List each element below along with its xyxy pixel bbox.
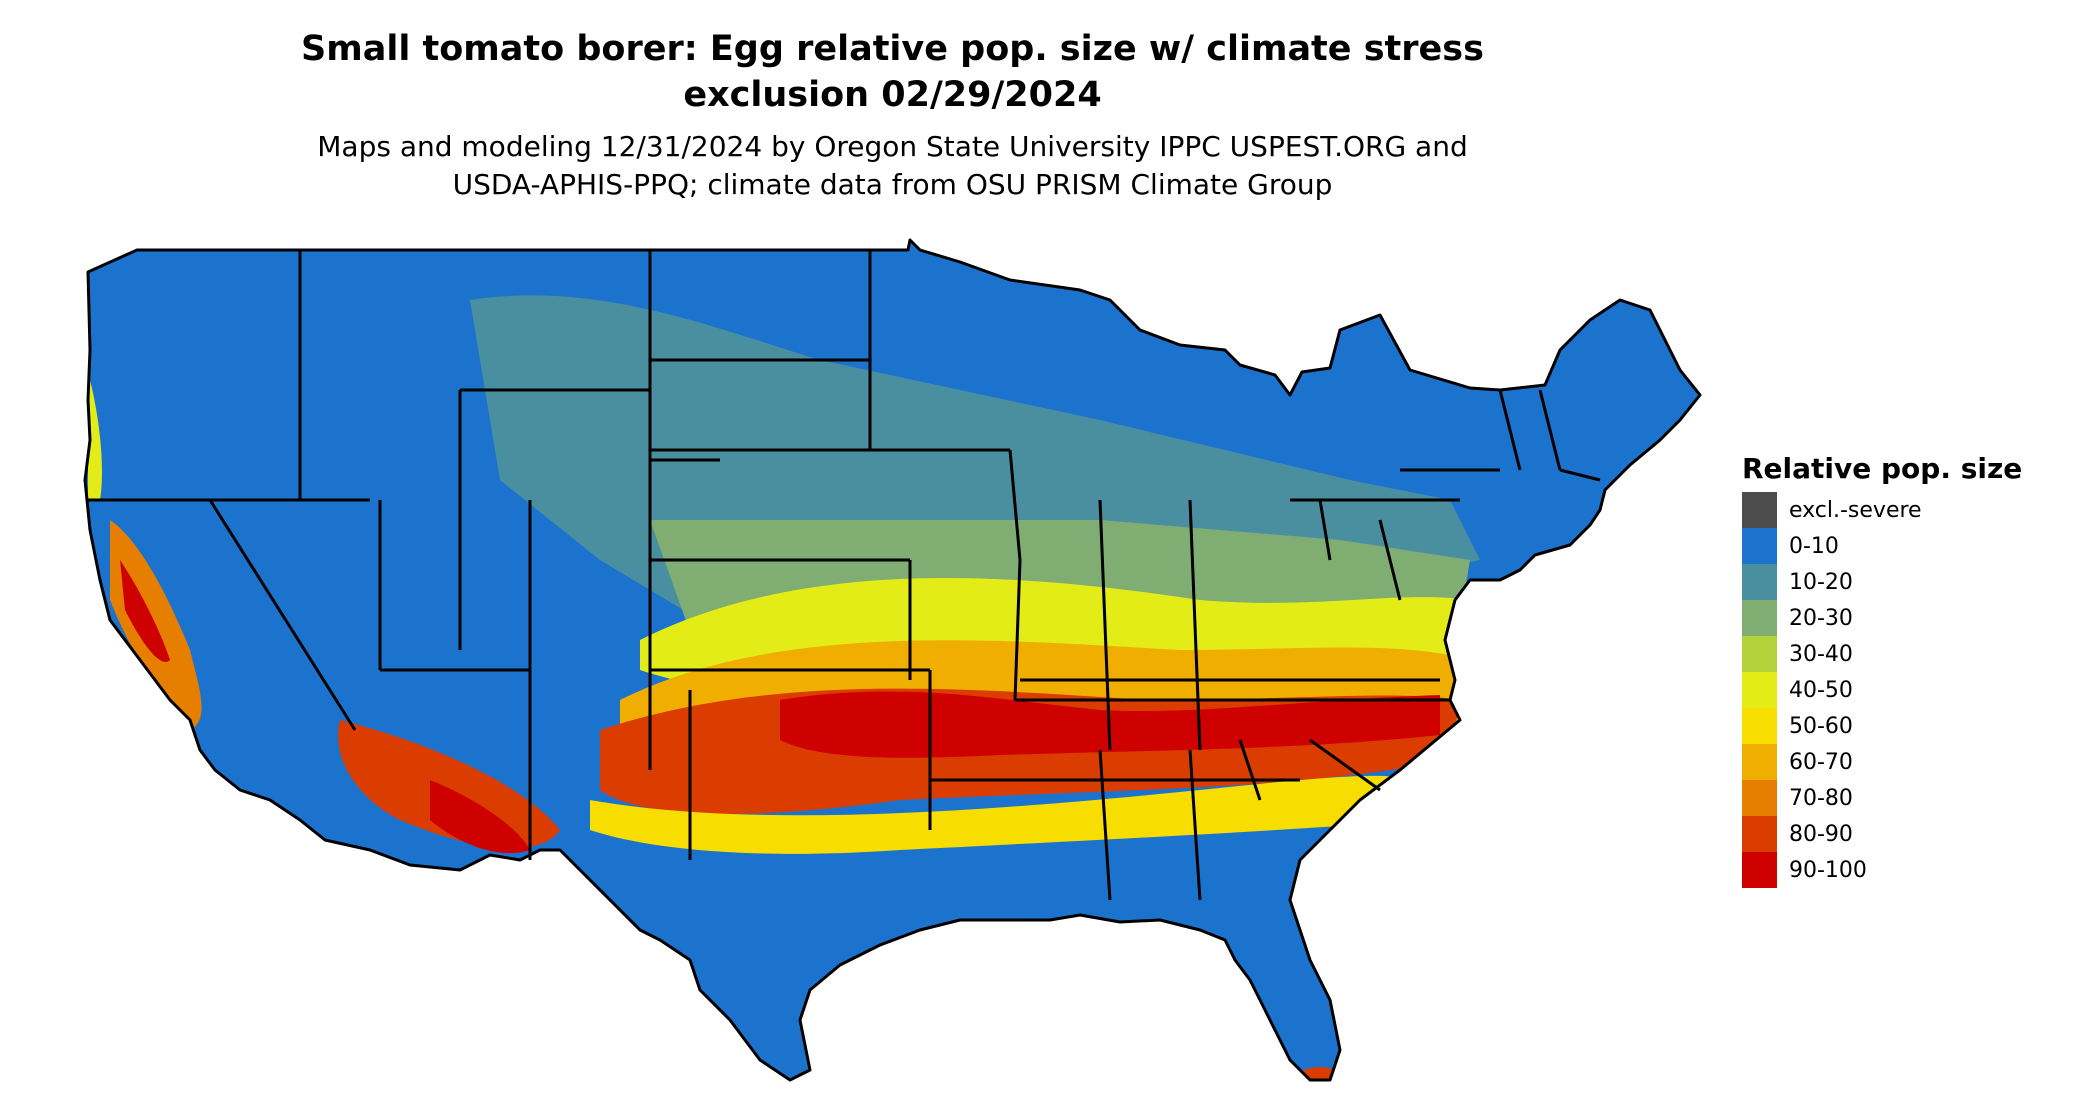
legend-label: 80-90 — [1789, 821, 1853, 847]
legend-label: 0-10 — [1789, 533, 1839, 559]
legend-item: 60-70 — [1742, 744, 2072, 780]
legend-item: 90-100 — [1742, 852, 2072, 888]
band-california-90-100 — [120, 560, 170, 662]
state-border — [1318, 499, 1332, 561]
us-map — [83, 238, 1702, 1082]
subtitle-line-2: USDA-APHIS-PPQ; climate data from OSU PR… — [452, 168, 1333, 201]
subtitle-line-1: Maps and modeling 12/31/2024 by Oregon S… — [317, 130, 1468, 163]
legend-title: Relative pop. size — [1742, 452, 2023, 485]
legend-label: excl.-severe — [1789, 497, 1922, 523]
legend-swatch — [1742, 492, 1777, 528]
legend-item: 80-90 — [1742, 816, 2072, 852]
legend-label: 60-70 — [1789, 749, 1853, 775]
title-line-1: Small tomato borer: Egg relative pop. si… — [301, 29, 1484, 69]
legend-label: 70-80 — [1789, 785, 1853, 811]
legend-swatch — [1742, 600, 1777, 636]
legend-swatch — [1742, 780, 1777, 816]
legend-swatch — [1742, 672, 1777, 708]
legend: Relative pop. size excl.-severe 0-10 10-20… — [1742, 452, 2072, 888]
state-border — [1378, 519, 1402, 601]
state-borders — [83, 238, 1702, 1082]
us-outline — [83, 238, 1702, 1082]
state-border — [1309, 738, 1381, 792]
legend-item: 50-60 — [1742, 708, 2072, 744]
state-border — [1008, 449, 1022, 561]
legend-swatch — [1742, 816, 1777, 852]
state-border — [1098, 499, 1112, 751]
legend-label: 20-30 — [1789, 605, 1853, 631]
band-southwest-90-100 — [430, 780, 530, 854]
state-border — [1238, 739, 1262, 801]
state-border — [208, 499, 357, 731]
legend-label: 30-40 — [1789, 641, 1853, 667]
legend-label: 50-60 — [1789, 713, 1853, 739]
state-border — [1538, 389, 1562, 471]
legend-label: 90-100 — [1789, 857, 1867, 883]
legend-swatch — [1742, 852, 1777, 888]
legend-item: 20-30 — [1742, 600, 2072, 636]
legend-item: 40-50 — [1742, 672, 2072, 708]
band-southwest-80-90 — [338, 720, 560, 849]
state-border — [1559, 468, 1601, 482]
title-line-2: exclusion 02/29/2024 — [683, 75, 1102, 115]
state-border — [1188, 749, 1202, 901]
legend-label: 40-50 — [1789, 677, 1853, 703]
state-border — [1013, 559, 1022, 701]
state-border — [1098, 749, 1112, 901]
legend-item: excl.-severe — [1742, 492, 2072, 528]
legend-swatch — [1742, 744, 1777, 780]
legend-item: 70-80 — [1742, 780, 2072, 816]
legend-item: 30-40 — [1742, 636, 2072, 672]
legend-item: 0-10 — [1742, 528, 2072, 564]
legend-swatch — [1742, 528, 1777, 564]
legend-label: 10-20 — [1789, 569, 1853, 595]
state-border — [1188, 499, 1202, 751]
map-title: Small tomato borer: Egg relative pop. si… — [0, 26, 1785, 118]
band-50-60 — [590, 775, 1420, 854]
map-subtitle: Maps and modeling 12/31/2024 by Oregon S… — [0, 128, 1785, 204]
legend-swatch — [1742, 708, 1777, 744]
state-border — [1498, 389, 1522, 471]
legend-swatch — [1742, 636, 1777, 672]
band-westcoast-40-50 — [88, 380, 102, 500]
legend-swatch — [1742, 564, 1777, 600]
legend-item: 10-20 — [1742, 564, 2072, 600]
